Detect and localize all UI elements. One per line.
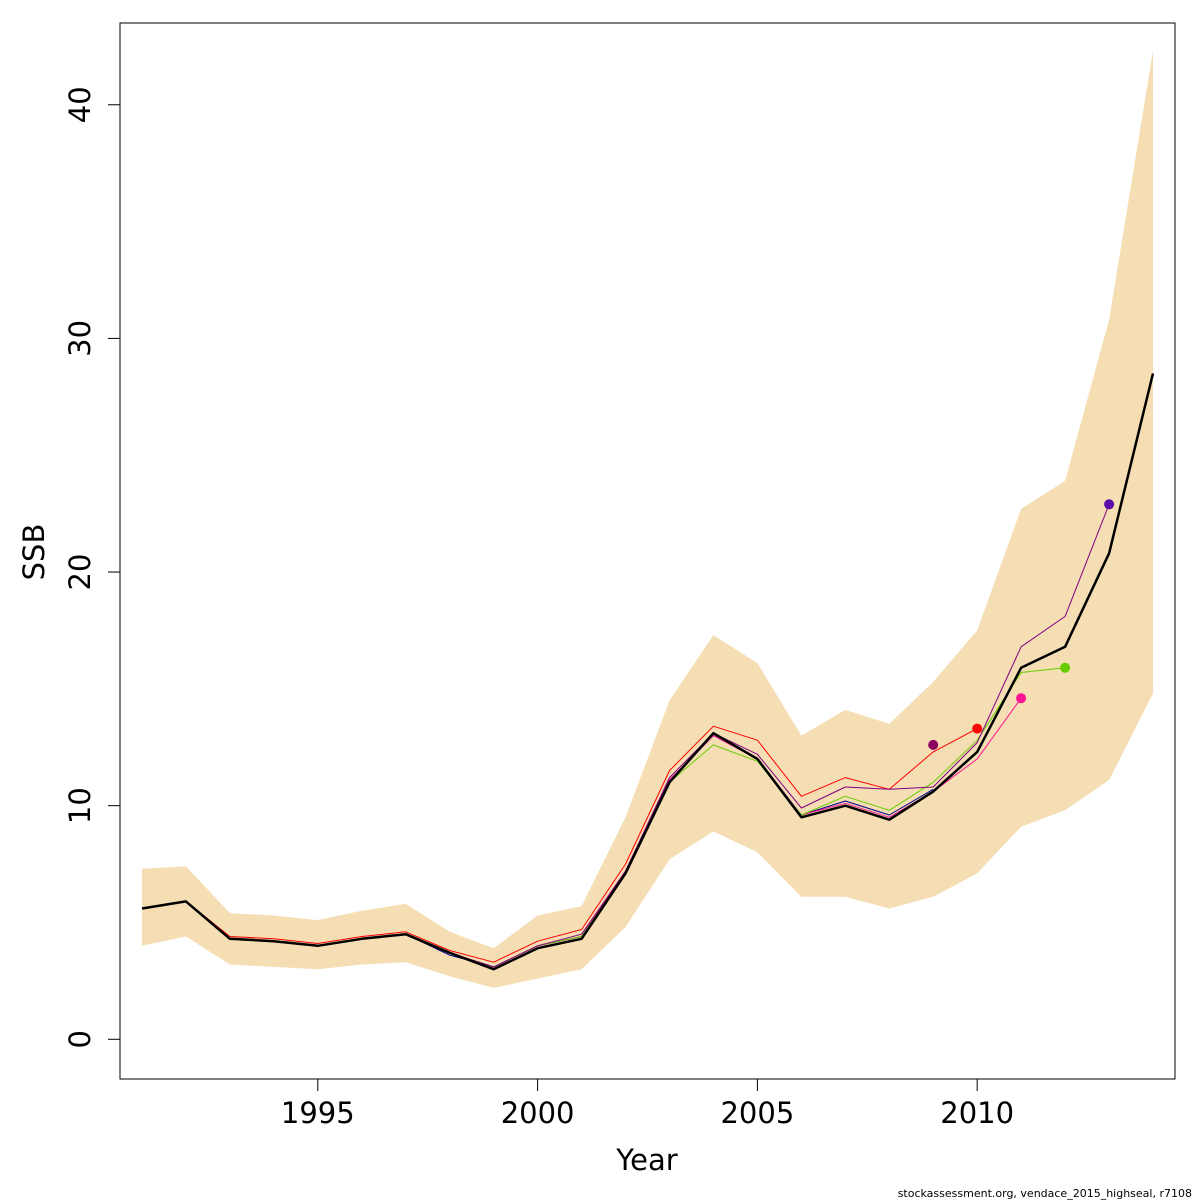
series-endpoint-2 xyxy=(972,723,983,734)
series-line-6 xyxy=(141,373,1155,971)
y-axis-title: SSB xyxy=(17,524,51,581)
y-tick-label: 0 xyxy=(63,1030,97,1048)
series-points-layer xyxy=(928,499,1115,750)
x-axis-title: Year xyxy=(615,1143,677,1177)
x-tick-label: 2005 xyxy=(720,1096,794,1130)
confidence-band xyxy=(142,51,1153,988)
series-endpoint-5 xyxy=(1104,499,1115,510)
y-tick-label: 30 xyxy=(63,320,97,357)
series-endpoint-1 xyxy=(928,739,939,750)
y-tick-label: 40 xyxy=(63,86,97,123)
x-tick-label: 1995 xyxy=(281,1096,355,1130)
confidence-band-layer xyxy=(142,51,1153,988)
series-line-2 xyxy=(141,725,978,963)
series-endpoint-4 xyxy=(1060,662,1071,673)
series-lines-layer xyxy=(141,373,1155,971)
footer-credit: stockassessment.org, vendace_2015_highse… xyxy=(898,1187,1192,1200)
x-tick-label: 2010 xyxy=(940,1096,1014,1130)
y-axis: 0 10 20 30 40 xyxy=(63,86,121,1049)
x-tick-label: 2000 xyxy=(501,1096,575,1130)
x-axis: 1995 2000 2005 2010 xyxy=(281,1078,1014,1130)
y-tick-label: 20 xyxy=(63,554,97,591)
series-endpoint-3 xyxy=(1016,693,1027,704)
y-tick-label: 10 xyxy=(63,787,97,824)
